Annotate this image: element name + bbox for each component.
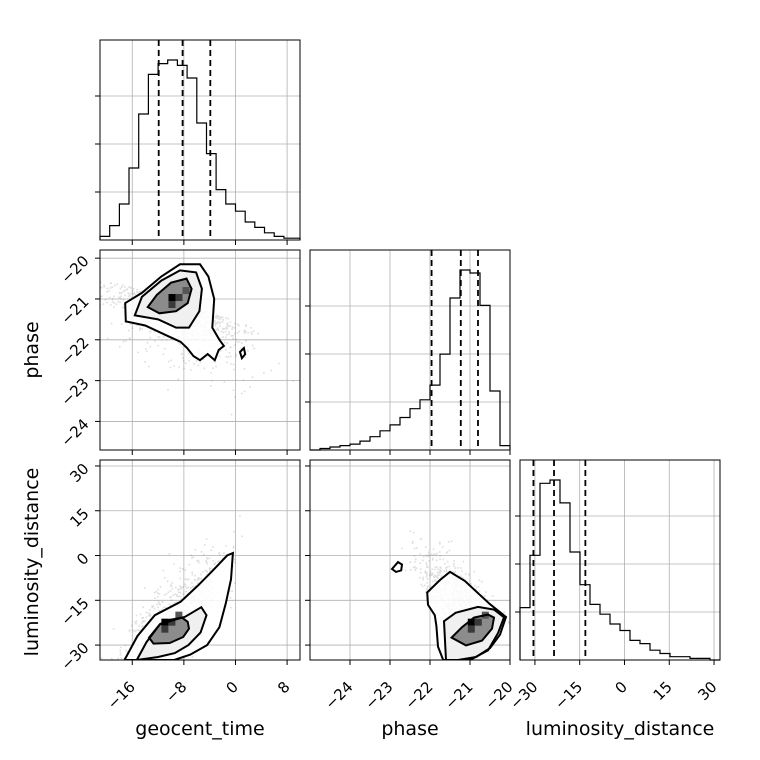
x-tick-label: −8 (162, 678, 190, 706)
pair-geocent_time-luminosity_distance-frame (99, 459, 301, 661)
y-axis-label-luminosity_distance: luminosity_distance (21, 468, 43, 657)
pair-geocent_time-luminosity_distance-panel (95, 460, 300, 665)
y-tick-label: −21 (57, 293, 92, 328)
pair-phase-luminosity_distance-panel (305, 460, 511, 665)
sample-points (100, 278, 295, 416)
hist-geocent_time-panel (95, 40, 300, 245)
density-peak-bin (467, 618, 475, 626)
histogram-geocent_time (99, 59, 301, 240)
density-bin (161, 625, 169, 633)
hist-luminosity_distance-panel (515, 460, 720, 665)
density-bin (175, 611, 183, 619)
contour-middle-line (442, 605, 506, 660)
hist-geocent_time-background (100, 40, 300, 240)
hist-luminosity_distance-frame (519, 459, 721, 661)
pair-geocent_time-phase-panel (95, 250, 300, 455)
density-bin (474, 618, 482, 626)
x-tick-label: 0 (223, 678, 242, 697)
contour-inner-line (147, 616, 191, 645)
x-tick-label: 0 (612, 678, 631, 697)
y-axis-label-phase: phase (21, 321, 43, 378)
histogram-phase (310, 269, 511, 451)
histogram-luminosity_distance (519, 479, 720, 661)
x-tick-label: −30 (506, 678, 541, 713)
y-tick-label: −23 (57, 374, 92, 409)
x-axis-label-geocent_time: geocent_time (135, 718, 264, 740)
y-tick-label: 30 (66, 460, 92, 486)
hist-geocent_time-frame (99, 39, 301, 241)
contour-outer-line (123, 551, 235, 660)
hist-phase-frame (309, 249, 511, 451)
y-tick-label: −15 (57, 594, 92, 629)
pair-phase-luminosity_distance-frame (309, 459, 511, 661)
x-tick-label: −15 (551, 678, 586, 713)
pair-geocent_time-phase-frame (99, 249, 301, 451)
y-tick-label: −30 (57, 639, 92, 674)
x-axis-label-phase: phase (381, 718, 438, 740)
x-tick-label: −21 (441, 678, 476, 713)
contour-island-line (238, 345, 247, 361)
density-bin (175, 294, 183, 302)
x-tick-label: 8 (274, 678, 293, 697)
contour-inner-line (146, 277, 193, 315)
y-tick-label: −24 (57, 415, 92, 450)
contour-island-line (390, 560, 404, 573)
contour-middle-line (133, 269, 203, 329)
contour-outer-line (124, 263, 226, 362)
contour-fill-inner (149, 617, 189, 644)
sample-points (101, 515, 243, 660)
density-peak-bin (168, 294, 176, 302)
contour-inner-line (449, 613, 496, 647)
x-tick-label: 15 (650, 678, 676, 704)
density-bin (168, 618, 176, 626)
hist-phase-panel (305, 250, 511, 455)
y-tick-label: −22 (57, 334, 92, 369)
panel-content (390, 530, 510, 660)
panel-content (101, 515, 243, 660)
panel-content (100, 263, 295, 416)
x-tick-label: −24 (321, 678, 356, 713)
x-tick-label: −16 (104, 678, 139, 713)
density-bin (168, 301, 176, 309)
density-bin (182, 287, 190, 295)
x-tick-label: 30 (694, 678, 720, 704)
y-tick-label: −20 (57, 252, 92, 287)
x-axis-label-luminosity_distance: luminosity_distance (526, 718, 715, 740)
x-tick-label: −22 (401, 678, 436, 713)
y-tick-label: 0 (73, 549, 92, 568)
density-bin (467, 625, 475, 633)
y-tick-label: 15 (66, 505, 92, 531)
x-tick-label: −23 (361, 678, 396, 713)
